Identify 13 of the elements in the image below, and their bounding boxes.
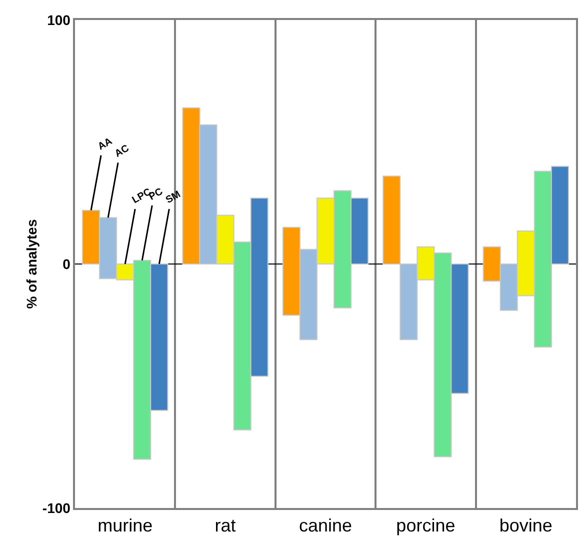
y-tick-label: -100	[42, 500, 71, 516]
y-tick-label: 0	[62, 256, 71, 272]
x-tick-label: murine	[98, 515, 153, 536]
y-axis-title: % of analytes	[24, 219, 40, 309]
x-tick-label: canine	[298, 515, 352, 536]
text: PC	[147, 186, 165, 203]
x-tick-label: rat	[214, 515, 236, 536]
text: AC	[113, 143, 132, 160]
x-tick-label: bovine	[499, 515, 552, 536]
x-tick-label: porcine	[396, 515, 456, 536]
y-tick-label: 100	[47, 12, 71, 28]
text: AA	[96, 136, 114, 153]
text: SM	[164, 189, 183, 206]
